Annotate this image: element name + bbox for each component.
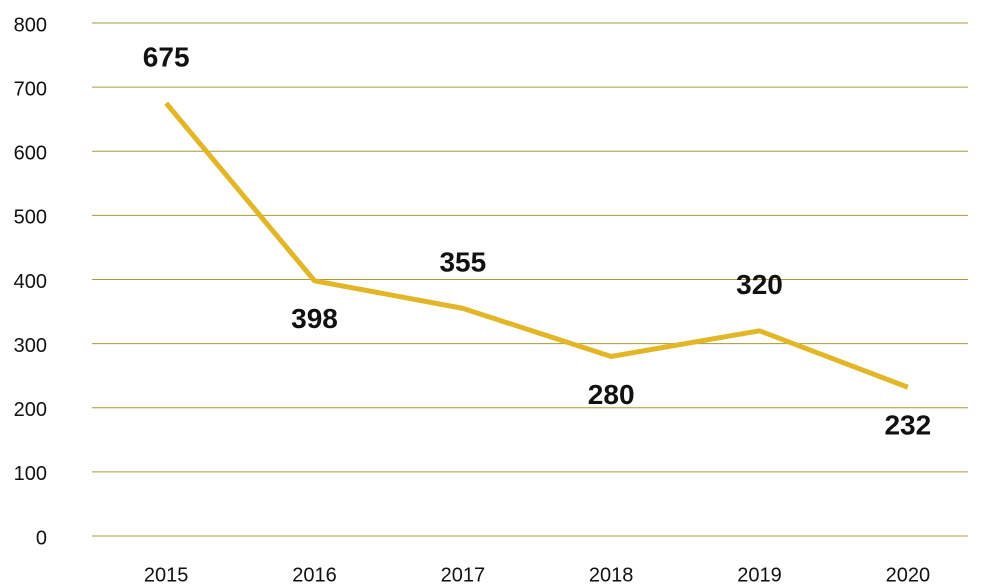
x-tick-label: 2019 bbox=[737, 564, 782, 586]
data-label: 355 bbox=[439, 247, 486, 278]
x-tick-label: 2016 bbox=[292, 564, 337, 586]
y-tick-label: 800 bbox=[14, 14, 47, 36]
x-tick-label: 2020 bbox=[886, 564, 931, 586]
x-tick-label: 2017 bbox=[441, 564, 486, 586]
y-tick-label: 200 bbox=[14, 399, 47, 421]
y-tick-label: 100 bbox=[14, 463, 47, 485]
y-tick-label: 600 bbox=[14, 143, 47, 165]
data-label: 398 bbox=[291, 303, 338, 334]
x-tick-label: 2018 bbox=[589, 564, 634, 586]
line bbox=[164, 101, 909, 390]
data-label: 280 bbox=[588, 379, 635, 410]
y-tick-label: 500 bbox=[14, 207, 47, 229]
data-label: 675 bbox=[143, 42, 190, 73]
data-label: 232 bbox=[884, 410, 931, 441]
y-tick-label: 300 bbox=[14, 335, 47, 357]
data-label: 320 bbox=[736, 269, 783, 300]
y-tick-label: 700 bbox=[14, 78, 47, 100]
y-tick-label: 400 bbox=[14, 271, 47, 293]
x-tick-label: 2015 bbox=[144, 564, 189, 586]
y-tick-label: 0 bbox=[36, 527, 47, 549]
